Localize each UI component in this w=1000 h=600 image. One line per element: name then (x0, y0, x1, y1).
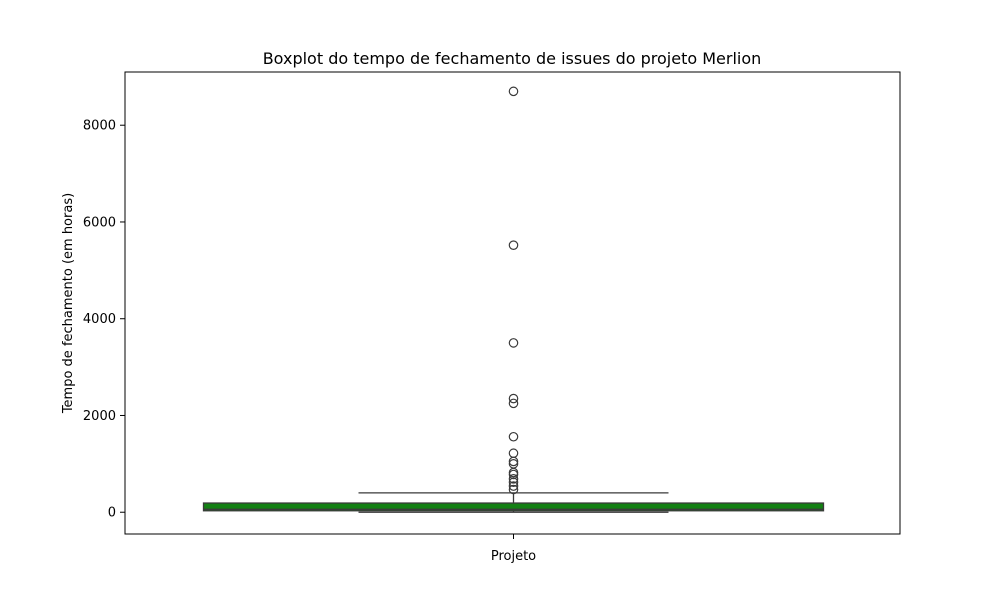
plot-area (202, 86, 825, 513)
outlier-point (508, 338, 519, 348)
y-tick-label: 0 (108, 506, 116, 521)
x-tick-label: Projeto (491, 549, 536, 564)
outlier-point (508, 469, 519, 480)
outlier-point (508, 481, 519, 491)
outlier-point (508, 456, 519, 467)
y-tick-label: 6000 (83, 215, 116, 230)
outlier-point (508, 474, 519, 484)
y-axis-label: Tempo de fechamento (em horas) (61, 193, 76, 414)
outlier-point (508, 398, 519, 409)
outlier-point (508, 484, 519, 495)
plot-frame (124, 71, 901, 535)
y-tick-label: 4000 (83, 312, 116, 327)
y-tick-label: 8000 (83, 119, 116, 134)
outlier-point (508, 86, 519, 97)
outlier-point (508, 431, 519, 442)
iqr-box (202, 502, 825, 512)
outlier-point (508, 393, 519, 404)
outlier-point (508, 477, 519, 488)
y-tick-label: 2000 (83, 409, 116, 424)
outlier-point (508, 240, 519, 250)
chart-title: Boxplot do tempo de fechamento de issues… (263, 49, 762, 68)
